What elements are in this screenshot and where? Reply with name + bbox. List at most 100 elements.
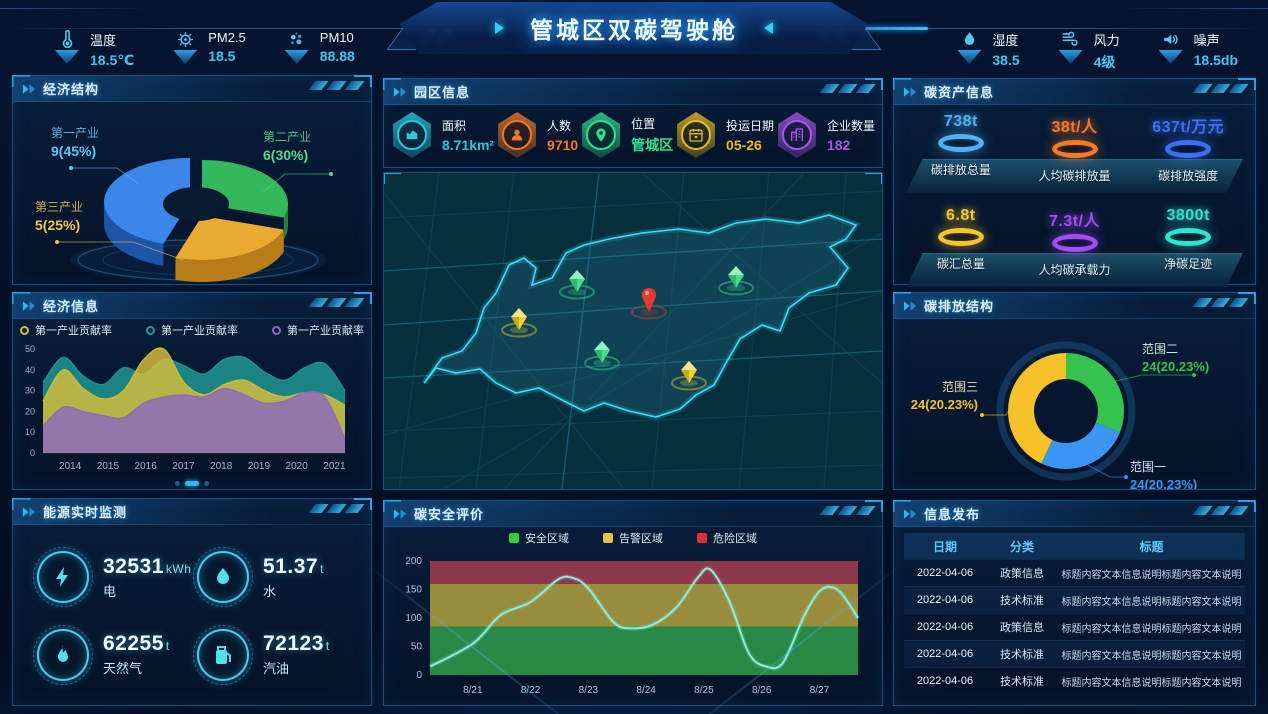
gem-marker-icon[interactable] xyxy=(671,361,707,391)
svg-text:8/22: 8/22 xyxy=(521,685,541,696)
carbon-asset-rows: 738t 碳排放总量 38t/人 人均碳排放量 637t/万元 碳排放强度 6.8t 碳汇总量… xyxy=(894,113,1255,293)
panel-header: 经济结构 xyxy=(13,76,371,102)
park-info-value: 9710 xyxy=(547,137,579,153)
legend-label: 告警区域 xyxy=(619,533,663,545)
svg-text:20: 20 xyxy=(25,406,35,416)
table-row[interactable]: 2022-04-06 技术标准 标题内容文本信息说明标题内容文本说明 xyxy=(904,667,1245,694)
slashes-deco-icon xyxy=(819,506,876,515)
calendar-icon xyxy=(688,127,704,143)
env-stat-icon-col xyxy=(1156,30,1186,64)
economic-info-area-chart: 0 10 20 30 40 50 2014 2015 2016 2017 2018 2019 2020 2… xyxy=(25,344,346,472)
glow-ring-icon xyxy=(1051,234,1098,252)
table-cell: 2022-04-06 xyxy=(916,648,974,660)
platform-slab-deco xyxy=(906,253,1243,287)
carbon-asset-value: 3800t xyxy=(1166,207,1210,224)
legend-item[interactable]: 危险区域 xyxy=(697,530,757,546)
slice-value: 5(25%) xyxy=(35,217,81,233)
svg-text:8/23: 8/23 xyxy=(579,685,599,696)
svg-text:8/25: 8/25 xyxy=(694,685,714,696)
gem-marker-icon[interactable] xyxy=(501,308,537,338)
svg-text:0: 0 xyxy=(30,448,35,458)
pm25-icon xyxy=(176,30,195,49)
energy-text: 32531 kWh 电 xyxy=(103,555,191,600)
energy-value: 51.37 t xyxy=(263,555,324,579)
legend-item[interactable]: 第一产业贡献率 xyxy=(272,322,364,338)
title-arrow-right-icon xyxy=(495,22,504,34)
gem-marker-icon[interactable] xyxy=(584,341,620,371)
env-stat-label: PM10 xyxy=(319,30,354,45)
pedestal-triangle-icon xyxy=(284,50,309,64)
table-cell: 技术标准 xyxy=(1000,649,1044,661)
panel-title: 能源实时监测 xyxy=(43,505,128,520)
gem-marker-icon[interactable] xyxy=(718,266,754,296)
pie-slice-label: 第一产业 9(45%) xyxy=(51,124,99,160)
env-stat-text: PM2.5 18.5 xyxy=(208,30,246,64)
panel-header: 信息发布 xyxy=(894,501,1255,527)
district-map[interactable] xyxy=(384,173,882,489)
hex-badge xyxy=(391,112,433,158)
energy-grid: 32531 kWh 电 51.37 t 水 62255 t 天然气 72123 t 汽油 xyxy=(13,538,371,693)
top-left-deco-line xyxy=(0,8,150,9)
table-cell: 政策信息 xyxy=(1000,568,1044,580)
park-info-item: 企业数量 182 xyxy=(776,112,875,158)
slashes-deco-icon xyxy=(308,298,365,307)
pie-slice-label: 第三产业 5(25%) xyxy=(35,198,83,234)
legend-item[interactable]: 告警区域 xyxy=(603,530,663,546)
enterprise-icon xyxy=(789,127,805,143)
table-row[interactable]: 2022-04-06 政策信息 标题内容文本信息说明标题内容文本说明 xyxy=(904,613,1245,640)
panel-emission-structure: 碳排放结构 范围二 24(20.23%) 范围一 24(20.23%) 范围三 24(20… xyxy=(893,292,1256,492)
env-stat: 噪声 18.5db xyxy=(1156,30,1238,72)
pm10-icon xyxy=(287,30,306,49)
donut-slice-value: 24(20.23%) xyxy=(1130,477,1197,489)
panel-header: 碳安全评价 xyxy=(384,501,882,527)
hex-badge xyxy=(496,112,538,158)
table-row[interactable]: 2022-04-06 政策信息 标题内容文本信息说明标题内容文本说明 xyxy=(904,559,1245,586)
env-stat-label: 温度 xyxy=(90,33,117,48)
slice-value: 9(45%) xyxy=(51,143,97,159)
svg-text:100: 100 xyxy=(405,613,422,624)
env-stat-icon-col xyxy=(170,30,200,64)
legend-item[interactable]: 安全区域 xyxy=(509,530,569,546)
env-stat-label: 风力 xyxy=(1093,33,1120,48)
table-header-cell: 标题 xyxy=(1139,539,1164,554)
panel-title: 园区信息 xyxy=(414,85,471,100)
legend-item[interactable]: 第一产业贡献率 xyxy=(20,322,112,338)
pin-marker-icon[interactable] xyxy=(631,288,667,320)
pedestal-triangle-icon xyxy=(55,50,79,64)
table-cell: 2022-04-06 xyxy=(916,567,974,579)
panel-title: 经济结构 xyxy=(43,82,100,97)
slice-name: 第三产业 xyxy=(35,200,84,214)
energy-item: 62255 t 天然气 xyxy=(33,621,197,689)
svg-text:8/21: 8/21 xyxy=(463,685,483,696)
svg-text:2021: 2021 xyxy=(323,461,346,472)
hex-badge xyxy=(675,112,717,158)
carousel-dots[interactable] xyxy=(175,481,209,486)
carbon-asset-item: 3800t 净碳足迹 xyxy=(1131,207,1245,293)
slashes-deco-icon xyxy=(1192,84,1249,93)
env-stat-value: 4级 xyxy=(1093,54,1116,70)
energy-unit: t xyxy=(320,561,324,576)
park-info-item: 位置 管城区 xyxy=(580,112,673,158)
table-row[interactable]: 2022-04-06 技术标准 标题内容文本信息说明标题内容文本说明 xyxy=(904,640,1245,667)
donut-slice-name: 范围二 xyxy=(1142,342,1178,356)
carbon-asset-value: 738t xyxy=(943,113,978,130)
noise-icon xyxy=(1161,30,1180,49)
panel-header: 碳排放结构 xyxy=(894,293,1255,319)
glow-ring-icon xyxy=(937,228,984,246)
energy-item: 51.37 t 水 xyxy=(193,544,357,612)
title-arrow-left-icon xyxy=(764,22,773,34)
table-row[interactable]: 2022-04-06 技术标准 标题内容文本信息说明标题内容文本说明 xyxy=(904,586,1245,613)
energy-label: 汽油 xyxy=(263,661,290,677)
svg-text:50: 50 xyxy=(411,642,423,653)
gas-icon xyxy=(51,643,75,667)
env-stat-label: 噪声 xyxy=(1193,33,1220,48)
gem-marker-icon[interactable] xyxy=(559,270,595,300)
table-cell: 技术标准 xyxy=(1000,676,1044,688)
donut-slice-value: 24(20.23%) xyxy=(911,397,978,412)
legend-item[interactable]: 第一产业贡献率 xyxy=(146,322,238,338)
env-stat-value: 18.5db xyxy=(1193,52,1238,68)
svg-text:200: 200 xyxy=(405,556,422,567)
svg-text:2015: 2015 xyxy=(97,461,120,472)
table-cell: 标题内容文本信息说明标题内容文本说明 xyxy=(1061,650,1242,662)
